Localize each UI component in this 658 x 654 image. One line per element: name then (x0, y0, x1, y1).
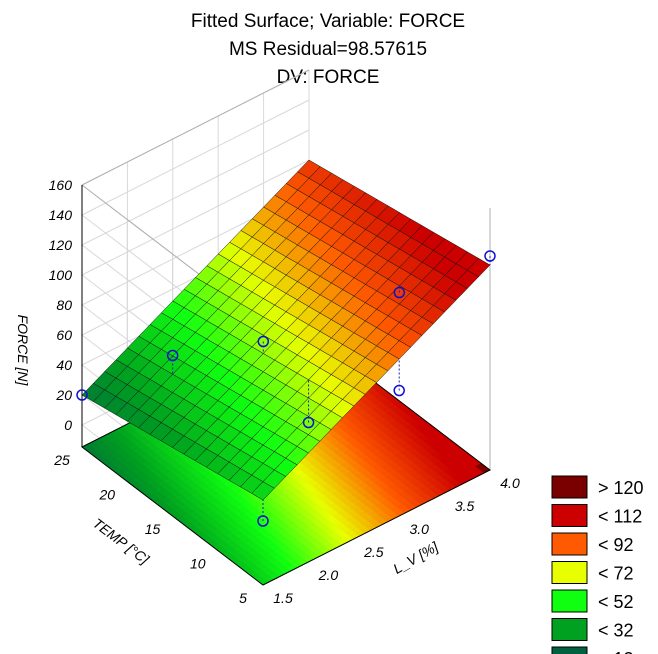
z-tick-label-5: 100 (49, 267, 73, 283)
observed-point-7 (302, 416, 315, 429)
x-tick-label-0: 1.5 (273, 590, 293, 606)
legend-swatch-0 (551, 475, 588, 499)
y-tick-label-1: 10 (190, 556, 206, 572)
legend-label-1: < 112 (598, 507, 642, 527)
y-tick-label-0: 5 (239, 590, 247, 606)
legend-label-3: < 72 (598, 564, 634, 584)
legend-label-2: < 92 (598, 535, 634, 555)
z-tick-label-7: 140 (49, 207, 73, 223)
legend-label-6: < 12 (598, 649, 634, 654)
title-line-1: Fitted Surface; Variable: FORCE (191, 11, 465, 32)
y-tick-label-3: 20 (98, 487, 115, 503)
chart-title: Fitted Surface; Variable: FORCE MS Resid… (191, 11, 465, 88)
y-axis-label: TEMP [°C] (90, 515, 153, 568)
z-tick-label-8: 160 (49, 177, 73, 193)
x-tick-label-5: 4.0 (500, 475, 520, 491)
legend-swatch-5 (551, 618, 588, 641)
y-tick-label-4: 25 (53, 452, 70, 468)
z-axis-label: FORCE [N] (15, 315, 31, 387)
legend-label-5: < 32 (598, 621, 634, 641)
legend-swatch-2 (551, 532, 588, 556)
z-tick-label-6: 120 (49, 237, 73, 253)
x-tick-label-1: 2.0 (318, 567, 339, 583)
observed-point-2 (166, 349, 179, 362)
x-tick-label-3: 3.0 (409, 521, 429, 537)
z-tick-label-3: 60 (56, 327, 72, 343)
z-tick-label-0: 0 (64, 417, 72, 433)
title-line-2: MS Residual=98.57615 (229, 39, 427, 60)
legend-swatch-1 (551, 504, 588, 527)
observed-point-5 (393, 286, 406, 299)
axis-ticks: 0 20 40 60 80 100 120 140 160 5 10 15 20 25 1.5 2.0 2.5 3… (49, 177, 520, 606)
fitted-surface (81, 159, 491, 501)
observed-points (76, 250, 496, 527)
legend-label-0: > 120 (598, 478, 644, 498)
observed-point-0 (76, 389, 88, 401)
observed-point-4 (393, 384, 405, 397)
legend-label-4: < 52 (598, 592, 634, 612)
box-top-edge-1 (81, 69, 310, 186)
x-tick-label-2: 2.5 (363, 544, 384, 560)
legend-swatch-3 (551, 561, 588, 584)
x-tick-label-4: 3.5 (455, 498, 475, 514)
observed-point-6 (484, 250, 496, 262)
observed-point-3 (257, 335, 270, 348)
z-tick-label-4: 80 (56, 297, 72, 313)
x-axis-label: L_V [%] (390, 538, 441, 577)
legend: > 120 < 112 < 92 < 72 < 52 < 32 < 12 (551, 475, 644, 654)
observed-point-1 (257, 515, 269, 527)
z-tick-label-2: 40 (56, 357, 72, 373)
title-line-3: DV: FORCE (277, 67, 380, 88)
z-tick-label-1: 20 (55, 387, 72, 403)
legend-swatch-6 (551, 646, 588, 654)
surface-cell (251, 481, 275, 501)
y-tick-label-2: 15 (145, 521, 161, 537)
legend-swatch-4 (551, 589, 588, 613)
